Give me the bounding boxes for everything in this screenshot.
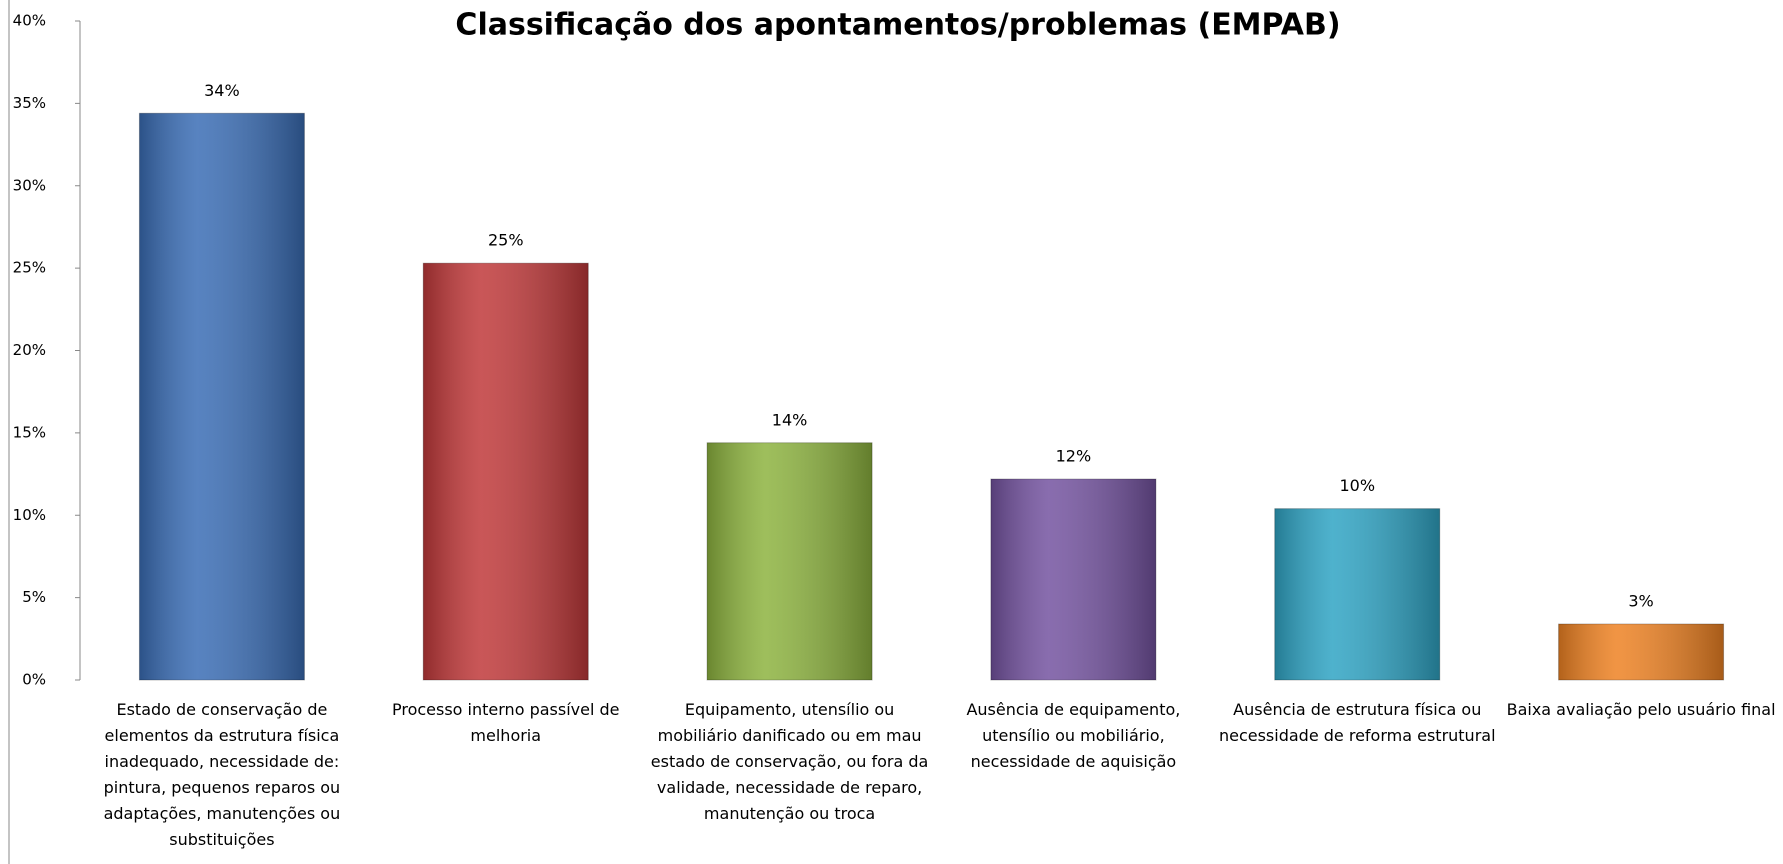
data-label: 14% [772, 410, 808, 429]
y-tick-label: 20% [13, 341, 46, 359]
y-tick-label: 0% [22, 671, 46, 689]
data-label: 12% [1056, 447, 1092, 466]
x-tick-label: Equipamento, utensílio ou mobiliário dan… [650, 700, 929, 823]
y-tick-label: 15% [13, 423, 46, 441]
bar [1274, 508, 1441, 681]
data-label: 3% [1628, 591, 1653, 610]
bar [138, 112, 305, 681]
y-tick-label: 25% [13, 259, 46, 277]
x-tick-label: Ausência de equipamento, utensílio ou mo… [966, 700, 1181, 771]
y-tick-label: 30% [13, 176, 46, 194]
x-tick-label: Ausência de estrutura física ou necessid… [1218, 700, 1496, 745]
data-label: 25% [488, 231, 524, 250]
data-label: 34% [204, 81, 240, 100]
bar [422, 262, 589, 681]
bar [990, 478, 1157, 681]
y-tick-label: 35% [13, 94, 46, 112]
bar [706, 442, 873, 681]
x-tick-label: Estado de conservação de elementos da es… [103, 700, 341, 849]
chart-title: Classificação dos apontamentos/problemas… [455, 8, 1340, 43]
x-tick-label: Baixa avaliação pelo usuário final [1506, 700, 1776, 719]
y-tick-label: 10% [13, 506, 46, 524]
x-tick-label: Processo interno passível de melhoria [391, 700, 620, 745]
y-tick-label: 5% [22, 588, 46, 606]
bar [1558, 623, 1725, 681]
data-label: 10% [1339, 476, 1375, 495]
y-tick-label: 40% [13, 12, 46, 30]
